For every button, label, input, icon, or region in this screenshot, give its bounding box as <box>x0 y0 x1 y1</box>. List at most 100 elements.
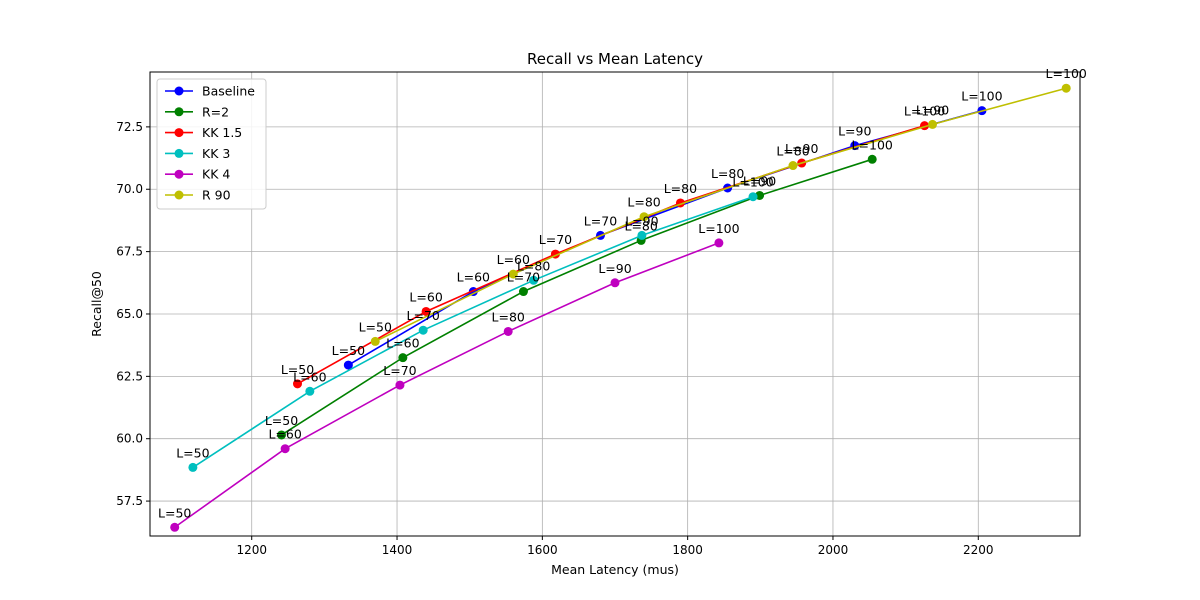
data-point <box>714 238 724 248</box>
legend-marker <box>174 86 184 96</box>
point-label: L=90 <box>743 173 776 188</box>
series-kk-4 <box>170 238 724 532</box>
data-point <box>637 230 647 240</box>
point-labels: L=50L=60L=70L=80L=90L=100L=50L=60L=70L=8… <box>158 66 1087 520</box>
point-label: L=70 <box>539 232 572 247</box>
legend-marker <box>174 128 184 138</box>
data-point <box>1061 83 1071 93</box>
point-label: L=100 <box>732 175 773 190</box>
data-point <box>188 462 198 472</box>
data-point <box>928 119 938 129</box>
point-label: L=90 <box>785 141 818 156</box>
data-point <box>529 275 539 285</box>
legend-item: KK 4 <box>165 167 230 182</box>
data-point <box>518 287 528 297</box>
point-label: L=50 <box>281 362 314 377</box>
point-label: L=50 <box>176 445 209 460</box>
y-tick-label: 72.5 <box>116 120 143 134</box>
point-label: L=100 <box>852 137 893 152</box>
series-line <box>192 195 754 469</box>
x-tick-label: 1800 <box>672 543 703 557</box>
x-tick-label: 2000 <box>818 543 849 557</box>
point-label: L=50 <box>332 343 365 358</box>
legend-label: R 90 <box>202 188 231 203</box>
point-label: L=50 <box>265 413 298 428</box>
x-tick-label: 2200 <box>963 543 994 557</box>
legend-label: KK 4 <box>202 167 230 182</box>
y-tick-label: 57.5 <box>116 494 143 508</box>
point-label: L=80 <box>517 258 550 273</box>
x-tick-label: 1200 <box>236 543 267 557</box>
data-point <box>421 306 431 316</box>
point-label: L=80 <box>711 166 744 181</box>
legend-item: KK 1.5 <box>165 125 242 140</box>
point-label: L=50 <box>359 319 392 334</box>
plot-series <box>170 83 1071 532</box>
point-label: L=70 <box>407 308 440 323</box>
point-label: L=80 <box>776 144 809 159</box>
point-label: L=60 <box>386 336 419 351</box>
data-point <box>610 278 620 288</box>
data-point <box>280 444 290 454</box>
point-label: L=100 <box>698 221 739 236</box>
data-point <box>370 336 380 346</box>
data-point <box>418 325 428 335</box>
point-label: L=60 <box>457 270 490 285</box>
y-tick-label: 70.0 <box>116 182 143 196</box>
y-tick-label: 60.0 <box>116 432 143 446</box>
series-line <box>374 87 1067 343</box>
legend-marker <box>174 148 184 158</box>
point-label: L=80 <box>624 218 657 233</box>
y-axis-label: Recall@50 <box>89 271 104 337</box>
point-label: L=70 <box>383 363 416 378</box>
legend-label: KK 3 <box>202 146 230 161</box>
point-label: L=90 <box>838 124 871 139</box>
point-label: L=80 <box>492 309 525 324</box>
data-point <box>867 154 877 164</box>
point-label: L=80 <box>627 195 660 210</box>
series-kk-3 <box>188 192 758 472</box>
y-tick-label: 65.0 <box>116 307 143 321</box>
point-label: L=90 <box>916 102 949 117</box>
legend-label: KK 1.5 <box>202 125 242 140</box>
point-label: L=80 <box>664 181 697 196</box>
data-point <box>788 161 798 171</box>
point-label: L=70 <box>507 270 540 285</box>
data-point <box>305 386 315 396</box>
data-point <box>343 360 353 370</box>
legend-item: R 90 <box>165 188 231 203</box>
legend-item: R=2 <box>165 104 229 119</box>
x-tick-label: 1600 <box>527 543 558 557</box>
data-point <box>395 380 405 390</box>
y-tick-label: 62.5 <box>116 369 143 383</box>
legend-marker <box>174 190 184 200</box>
point-label: L=60 <box>293 369 326 384</box>
data-point <box>277 430 287 440</box>
point-label: L=100 <box>1046 66 1087 81</box>
legend-item: Baseline <box>165 84 255 99</box>
data-point <box>748 192 758 202</box>
legend-item: KK 3 <box>165 146 230 161</box>
point-label: L=60 <box>409 289 442 304</box>
point-label: L=70 <box>584 213 617 228</box>
data-point <box>170 522 180 532</box>
data-point <box>398 353 408 363</box>
point-label: L=90 <box>625 213 658 228</box>
legend: Baseline R=2 KK 1.5 KK 3 KK 4 R 90 <box>156 78 267 210</box>
legend-label: Baseline <box>202 84 255 99</box>
point-label: L=60 <box>497 252 530 267</box>
point-label: L=60 <box>268 427 301 442</box>
data-point <box>508 269 518 279</box>
x-axis-label: Mean Latency (mus) <box>551 562 679 577</box>
data-point <box>292 379 302 389</box>
x-tick-label: 1400 <box>382 543 413 557</box>
legend-marker <box>174 107 184 117</box>
series-r-90 <box>370 83 1071 346</box>
series-line <box>281 158 873 436</box>
data-point <box>503 326 513 336</box>
plot-frame <box>149 71 1081 537</box>
legend-label: R=2 <box>202 104 229 119</box>
data-point <box>639 212 649 222</box>
legend-marker <box>174 169 184 179</box>
